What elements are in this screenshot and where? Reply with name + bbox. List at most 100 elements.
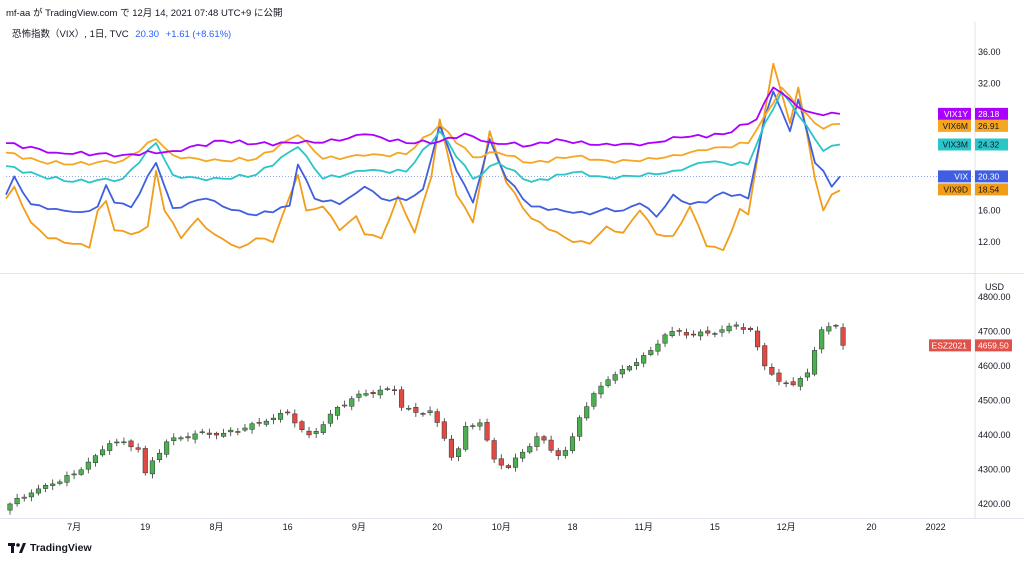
candle — [733, 321, 739, 330]
candle-body — [377, 389, 383, 396]
candle-body — [562, 450, 568, 456]
candle — [747, 326, 754, 332]
candle — [819, 326, 825, 354]
candle-body — [292, 413, 298, 424]
candle-body — [313, 431, 319, 434]
candle-body — [833, 324, 839, 327]
candle — [263, 418, 269, 427]
candle-body — [655, 343, 661, 352]
candle-body — [306, 430, 312, 436]
candle — [712, 331, 718, 338]
candle — [292, 409, 298, 428]
candle-body — [43, 484, 49, 489]
candle — [235, 427, 241, 436]
candle-body — [555, 450, 561, 456]
candle-body — [71, 473, 77, 476]
candle — [534, 432, 540, 451]
candle-body — [612, 374, 618, 381]
candle — [391, 385, 398, 396]
candle-body — [662, 334, 668, 344]
candle — [498, 454, 504, 470]
candle-body — [384, 388, 390, 390]
publish-info: mf-aa が TradingView.com で 12月 14, 2021 0… — [6, 5, 282, 19]
candle-body — [448, 438, 454, 458]
candle — [149, 457, 155, 479]
candle-body — [21, 496, 27, 499]
candle — [804, 368, 810, 381]
badge-name: VIX6M — [942, 121, 968, 131]
candle-body — [498, 458, 504, 466]
time-axis-tick: 8月 — [209, 522, 223, 532]
es-axis-tick: 4200.00 — [978, 499, 1011, 509]
candle — [541, 434, 547, 444]
candle — [755, 326, 761, 351]
candle-body — [114, 441, 120, 444]
candle-body — [135, 447, 141, 450]
candle — [527, 443, 533, 454]
author-name[interactable]: mf-aa — [6, 8, 31, 19]
candle-body — [221, 432, 227, 437]
candle — [192, 430, 198, 444]
candle-body — [420, 413, 426, 415]
candle — [406, 405, 412, 411]
candle-body — [249, 423, 255, 430]
candle — [384, 386, 390, 391]
candle-body — [726, 325, 732, 332]
candle-body — [541, 436, 547, 441]
candle-body — [391, 389, 398, 392]
candle-body — [206, 432, 212, 435]
badge-value: 26.91 — [978, 121, 1000, 131]
candle-body — [797, 378, 803, 387]
candle — [840, 323, 846, 350]
candle — [142, 445, 148, 476]
candle-body — [242, 427, 248, 431]
candle — [562, 446, 568, 459]
candle-body — [349, 398, 355, 407]
candle-body — [733, 324, 739, 327]
candle — [249, 421, 255, 434]
currency-label: USD — [985, 282, 1005, 292]
candle — [114, 438, 120, 447]
candle — [776, 369, 782, 386]
candle — [812, 346, 818, 377]
candle — [484, 418, 490, 442]
candle — [577, 415, 583, 441]
candle — [690, 330, 697, 338]
candle — [349, 396, 355, 411]
candle-body — [826, 326, 832, 332]
candle — [584, 402, 590, 421]
candle-body — [121, 441, 127, 444]
candle-body — [35, 488, 42, 494]
legend-symbol[interactable]: 恐怖指数（VIX）, 1日, TVC — [12, 29, 129, 40]
candle-body — [185, 436, 191, 439]
author-connector: が — [32, 8, 43, 19]
candle-body — [399, 389, 405, 408]
candle — [50, 479, 56, 490]
time-axis-tick: 19 — [140, 522, 150, 532]
price-chart[interactable]: 36.0032.0028.0024.0020.0016.0012.00VIX1Y… — [0, 0, 1024, 540]
candle — [470, 423, 476, 430]
es-badge-label — [929, 339, 971, 352]
candle-body — [434, 411, 440, 423]
badge-name: VIX — [954, 171, 968, 181]
candle — [826, 322, 832, 335]
badge-value: 28.18 — [978, 109, 1000, 119]
candle — [327, 409, 333, 427]
candle — [100, 445, 106, 457]
candle — [634, 358, 640, 370]
candle-body — [156, 452, 163, 460]
badge-label-vix3m — [938, 138, 971, 151]
candle — [719, 325, 725, 337]
candle — [270, 414, 276, 425]
candle — [278, 409, 284, 423]
candle — [505, 463, 511, 470]
candle-body — [676, 330, 682, 332]
footer-brand[interactable]: TradingView — [8, 542, 92, 554]
site-link[interactable]: TradingView.com — [45, 8, 118, 19]
candle-body — [64, 475, 70, 483]
candle — [512, 453, 519, 472]
candle — [790, 377, 796, 387]
candle-body — [591, 393, 597, 407]
candle — [370, 389, 376, 398]
candle-body — [477, 422, 483, 427]
